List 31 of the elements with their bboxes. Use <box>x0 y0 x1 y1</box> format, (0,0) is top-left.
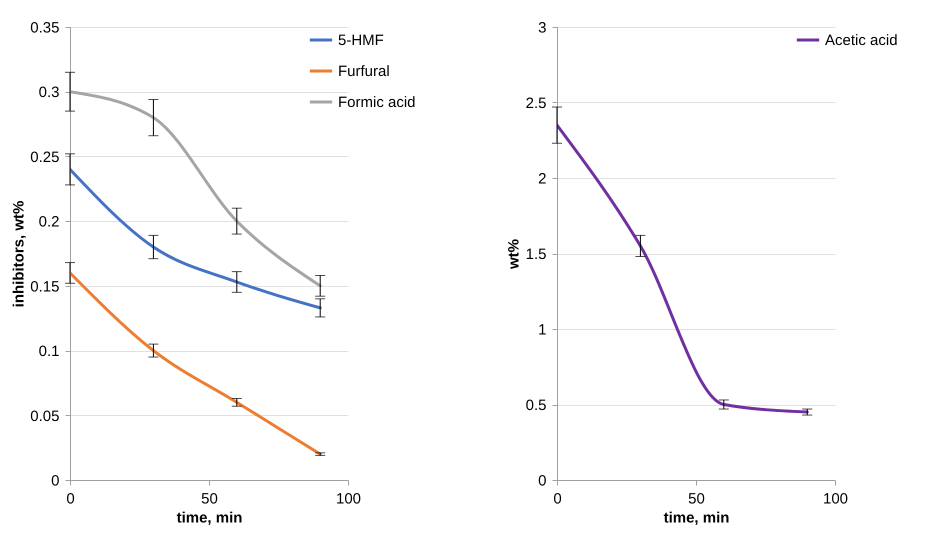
legend-label: Acetic acid <box>825 32 898 49</box>
x-axis-title: time, min <box>664 510 730 526</box>
x-tick-label: 0 <box>553 490 562 508</box>
y-tick-label: 2.5 <box>526 95 546 112</box>
y-tick-label: 0 <box>538 472 546 490</box>
y-tick-label: 1.5 <box>526 246 546 263</box>
legend-label: Furfural <box>338 63 390 80</box>
y-tick-label: 0.3 <box>38 84 60 102</box>
legend-label: 5-HMF <box>338 32 384 49</box>
y-tick-label: 0.5 <box>526 397 546 414</box>
x-tick-label: 0 <box>66 490 75 508</box>
y-tick-label: 3 <box>538 20 546 36</box>
x-tick-label: 50 <box>688 490 705 508</box>
y-tick-label: 0.1 <box>38 343 60 360</box>
line-series <box>557 124 809 414</box>
y-axis-title: wt% <box>506 239 523 270</box>
y-axis-title: inhibitors, wt% <box>10 200 28 308</box>
y-tick-label: 0.25 <box>30 148 60 166</box>
y-tick-label: 0.15 <box>30 278 60 296</box>
line-series <box>70 168 322 310</box>
y-tick-label: 0 <box>51 472 60 490</box>
x-tick-label: 50 <box>201 490 218 508</box>
x-tick-label: 100 <box>822 490 848 508</box>
y-tick-label: 2 <box>538 170 546 188</box>
x-tick-label: 100 <box>336 490 362 508</box>
x-axis-title: time, min <box>176 510 242 526</box>
y-tick-label: 0.35 <box>30 20 60 36</box>
y-tick-label: 0.2 <box>38 214 60 231</box>
y-tick-label: 0.05 <box>30 408 60 425</box>
y-tick-label: 1 <box>538 322 546 338</box>
legend-label: Formic acid <box>338 94 416 111</box>
